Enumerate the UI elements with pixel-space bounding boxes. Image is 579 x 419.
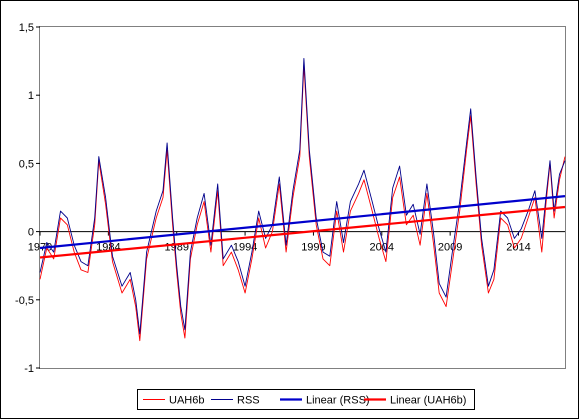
y-axis: -1 -0,5 0 0,5 1 1,5 — [15, 22, 40, 375]
y-tick-label: -1 — [24, 363, 34, 375]
legend: UAH6b RSS Linear (RSS) Linear (UAH6b) — [137, 389, 475, 410]
legend-label: RSS — [237, 395, 260, 407]
legend-box — [137, 389, 475, 410]
series-line-rss — [39, 57, 566, 335]
series-line-linear-uah6b — [39, 205, 566, 259]
x-tick-label: 1999 — [301, 242, 325, 254]
legend-label: Linear (RSS) — [306, 395, 370, 407]
legend-label: Linear (UAH6b) — [390, 395, 466, 407]
y-tick-label: 0 — [28, 227, 34, 239]
series-lines — [39, 57, 566, 342]
x-tick-label: 1994 — [233, 242, 257, 254]
series-line-linear-rss — [39, 195, 566, 250]
y-tick-label: 1,5 — [19, 22, 34, 34]
y-tick-label: 1 — [28, 90, 34, 102]
plot-area-border — [39, 26, 566, 369]
legend-label: UAH6b — [169, 395, 204, 407]
x-tick-label: 2009 — [438, 242, 462, 254]
y-tick-label: 0,5 — [19, 158, 34, 170]
y-tick-label: -0,5 — [15, 295, 34, 307]
x-tick-label: 2014 — [506, 242, 530, 254]
